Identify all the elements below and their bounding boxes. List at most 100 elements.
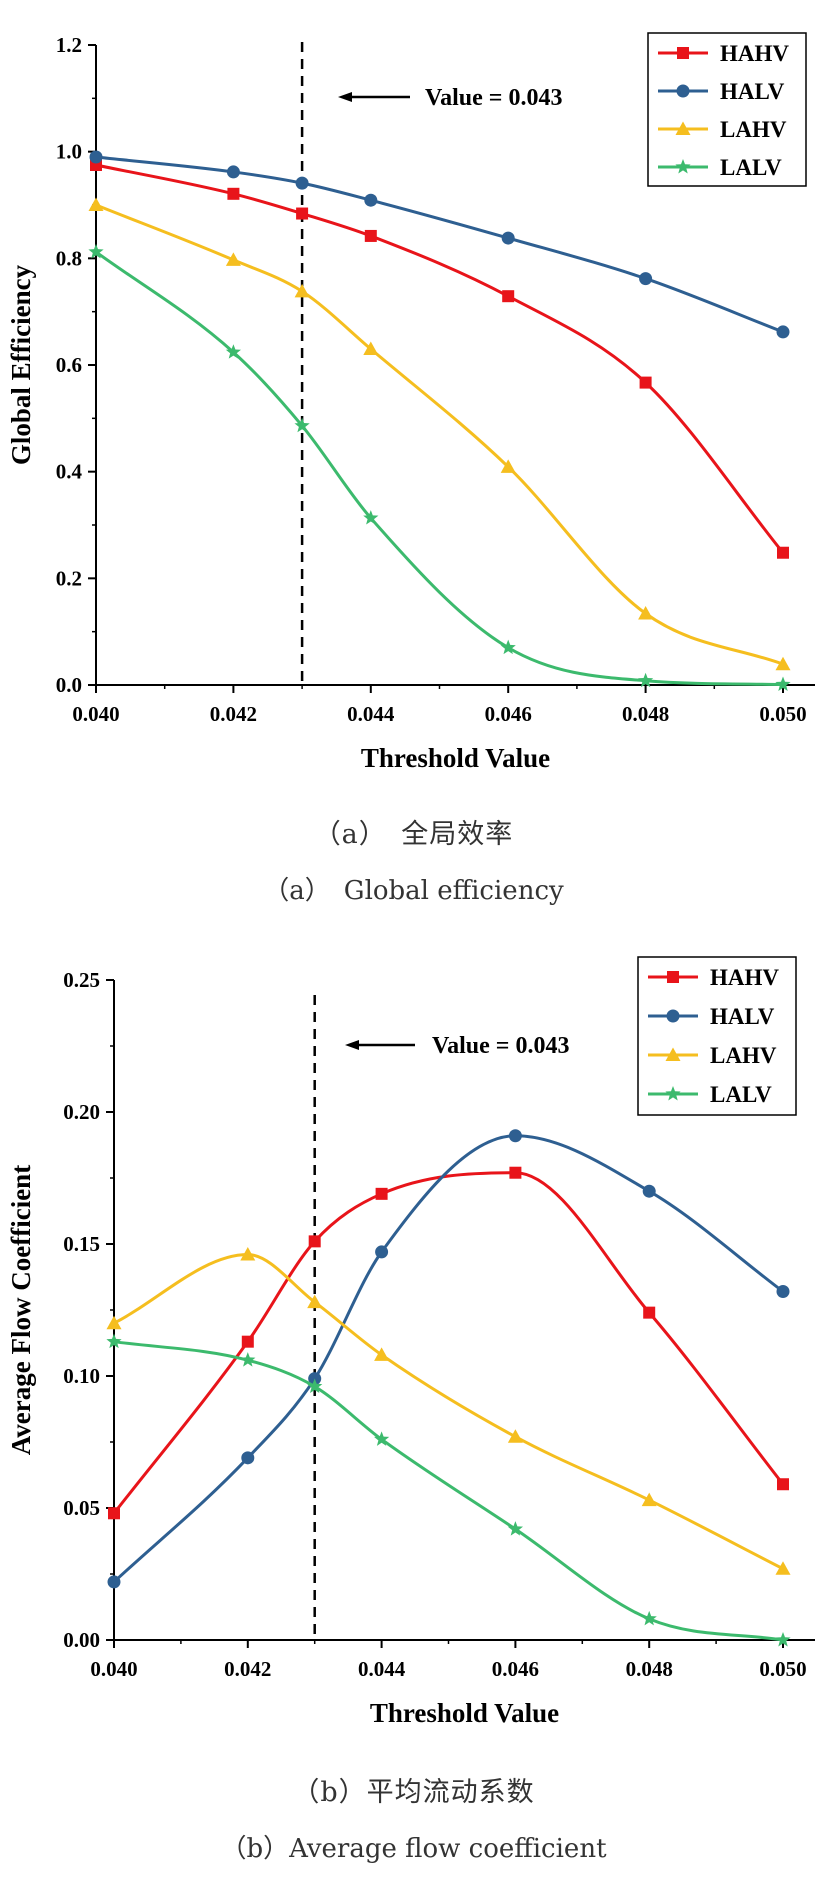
flow-x-tick-label: 0.048 — [626, 1657, 673, 1681]
efficiency-y-tick-label: 0.8 — [56, 246, 82, 270]
efficiency-legend-label-lalv: LALV — [720, 155, 782, 180]
efficiency-lalv-point — [294, 417, 310, 433]
efficiency-lalv-line — [95, 250, 784, 686]
efficiency-x-tick-label: 0.044 — [347, 702, 395, 726]
efficiency-halv-point — [89, 150, 103, 164]
caption-b-english: （b）Average flow coefficient — [220, 1834, 607, 1864]
efficiency-x-tick-label: 0.050 — [759, 702, 806, 726]
efficiency-hahv-point — [227, 187, 240, 200]
flow-lahv-point — [775, 1561, 791, 1575]
flow-hahv-point — [777, 1478, 789, 1491]
efficiency-hahv-point — [639, 376, 652, 389]
efficiency-halv-point — [639, 272, 653, 286]
flow-halv-point — [508, 1129, 522, 1143]
flow-y-tick-label: 0.15 — [63, 1232, 100, 1256]
flow-legend-marker-halv — [666, 1009, 680, 1023]
efficiency-x-tick-label: 0.040 — [72, 702, 119, 726]
flow-lalv-point — [307, 1378, 323, 1394]
flow-legend-label-lahv: LAHV — [710, 1043, 777, 1068]
efficiency-lahv-point — [500, 459, 516, 473]
flow-x-tick-label: 0.046 — [492, 1657, 539, 1681]
efficiency-legend-label-halv: HALV — [720, 79, 785, 104]
flow-annotation-arrow-head — [345, 1040, 359, 1050]
flow-halv-point — [375, 1245, 389, 1259]
efficiency-hahv-line — [95, 163, 785, 554]
flow-y-tick-label: 0.00 — [63, 1628, 100, 1652]
efficiency-annotation-arrow-head — [338, 92, 352, 102]
flow-x-tick-label: 0.050 — [759, 1657, 806, 1681]
flow-lahv-point — [106, 1315, 122, 1330]
flow-lalv-point — [106, 1333, 122, 1349]
flow-hahv-point — [375, 1187, 388, 1200]
flow-halv-line — [112, 1134, 784, 1584]
efficiency-halv-point — [776, 325, 790, 339]
efficiency-lahv-point — [363, 341, 379, 355]
efficiency-lalv-point — [225, 344, 242, 359]
efficiency-hahv-point — [296, 207, 309, 220]
caption-b-chinese: （b）平均流动系数 — [292, 1777, 535, 1808]
efficiency-legend-marker-hahv — [677, 47, 689, 59]
efficiency-lahv-point — [294, 283, 310, 298]
flow-x-tick-label: 0.042 — [224, 1657, 271, 1681]
efficiency-x-tick-label: 0.046 — [485, 702, 532, 726]
efficiency-y-tick-label: 1.2 — [56, 33, 82, 57]
efficiency-y-tick-label: 0.4 — [56, 460, 83, 484]
flow-y-tick-label: 0.25 — [63, 968, 100, 992]
flow-lalv-point — [775, 1632, 791, 1647]
flow-legend-box — [637, 956, 797, 1116]
efficiency-lahv-point — [225, 252, 241, 266]
efficiency-halv-point — [295, 176, 309, 190]
efficiency-halv-point — [226, 165, 240, 179]
efficiency-legend-label-lahv: LAHV — [720, 117, 787, 142]
efficiency-lalv-point — [637, 672, 654, 688]
efficiency-legend-marker-lahv — [675, 121, 691, 135]
efficiency-lalv-point — [500, 639, 516, 655]
efficiency-legend-marker-lalv — [675, 159, 691, 174]
flow-legend-label-hahv: HAHV — [710, 965, 779, 990]
flow-lahv-point — [374, 1347, 390, 1361]
flow-lalv-point — [373, 1431, 390, 1446]
flow-halv-point — [642, 1184, 656, 1198]
efficiency-lahv-point — [638, 606, 654, 620]
flow-y-tick-label: 0.10 — [63, 1364, 100, 1388]
flow-legend-label-halv: HALV — [710, 1004, 775, 1029]
flow-x-tick-label: 0.040 — [90, 1657, 137, 1681]
flow-hahv-point — [643, 1306, 656, 1319]
efficiency-legend-label-hahv: HAHV — [720, 41, 789, 66]
flow-hahv-point — [241, 1335, 254, 1348]
efficiency-lalv-point — [88, 243, 104, 259]
flow-halv-point — [107, 1575, 121, 1589]
flow-y-tick-label: 0.05 — [63, 1496, 100, 1520]
flow-legend-marker-lahv — [665, 1047, 681, 1061]
flow-lahv-point — [240, 1247, 256, 1261]
efficiency-x-axis-label: Threshold Value — [361, 743, 550, 773]
flow-legend-label-lalv: LALV — [710, 1082, 772, 1107]
flow-hahv-point — [509, 1166, 522, 1179]
efficiency-halv-point — [501, 231, 515, 245]
flow-halv-point — [776, 1285, 790, 1299]
efficiency-legend-box — [647, 32, 807, 187]
flow-y-axis-label: Average Flow Coefficient — [6, 1165, 36, 1455]
flow-x-tick-label: 0.044 — [358, 1657, 406, 1681]
efficiency-hahv-point — [777, 546, 789, 559]
efficiency-y-tick-label: 0.2 — [56, 566, 82, 590]
flow-lahv-point — [641, 1492, 657, 1507]
efficiency-x-tick-label: 0.048 — [622, 702, 669, 726]
efficiency-lahv-point — [88, 197, 104, 211]
efficiency-lalv-point — [775, 676, 791, 691]
flow-x-axis-label: Threshold Value — [370, 1698, 559, 1728]
efficiency-x-tick-label: 0.042 — [210, 702, 257, 726]
efficiency-hahv-point — [364, 229, 377, 242]
flow-lalv-point — [641, 1610, 657, 1626]
efficiency-lalv-point — [363, 510, 379, 525]
efficiency-halv-point — [364, 193, 378, 207]
average-flow-coefficient-chart: 0.040 0.042 0.044 0.046 0.048 0.050 0.00 0.05 0.… — [6, 956, 815, 1728]
flow-hahv-line — [112, 1171, 785, 1515]
flow-lalv-point — [240, 1352, 256, 1367]
caption-a-chinese: （a） 全局效率 — [313, 819, 514, 850]
efficiency-lahv-point — [775, 656, 791, 671]
flow-y-tick-label: 0.20 — [63, 1100, 100, 1124]
flow-lahv-line — [113, 1253, 784, 1571]
efficiency-y-tick-label: 0.0 — [56, 673, 82, 697]
flow-lalv-point — [507, 1521, 524, 1536]
